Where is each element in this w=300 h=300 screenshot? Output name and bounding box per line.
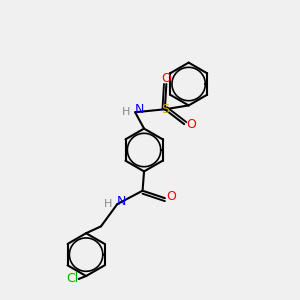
Text: Cl: Cl <box>66 272 78 286</box>
Text: N: N <box>117 195 127 208</box>
Text: H: H <box>103 199 112 209</box>
Text: S: S <box>161 103 169 116</box>
Text: O: O <box>161 72 171 85</box>
Text: N: N <box>135 103 144 116</box>
Text: O: O <box>187 118 196 130</box>
Text: H: H <box>122 107 130 117</box>
Text: O: O <box>167 190 176 203</box>
